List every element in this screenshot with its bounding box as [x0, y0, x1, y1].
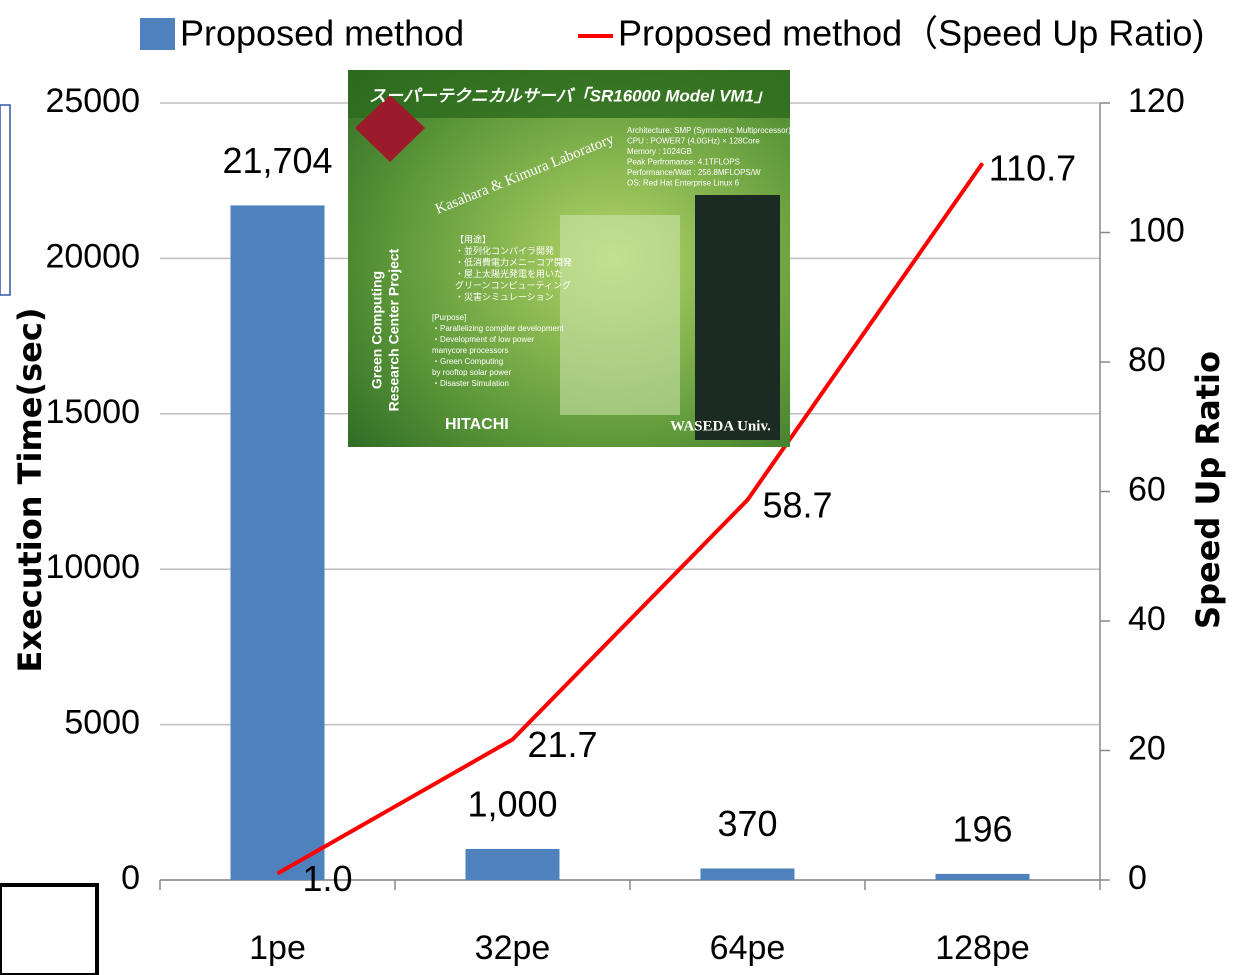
inset-spec: Memory : 1024GB — [627, 147, 692, 156]
inset-spec: Performance/Watt : 256.8MFLOPS/W — [627, 168, 761, 177]
inset-use-ja: ・屋上太陽光発電を用いた — [455, 268, 563, 279]
line — [276, 162, 985, 876]
inset-server — [695, 195, 780, 440]
inset-use-ja: ・並列化コンパイラ開発 — [455, 245, 554, 256]
x-tick-label: 128pe — [935, 929, 1030, 967]
y-tick-label: 15000 — [45, 393, 140, 431]
inset-use-ja: ・低消費電力メニーコア開発 — [455, 256, 572, 267]
value-label: 196 — [952, 808, 1012, 849]
partial-frame — [0, 883, 99, 975]
y2-tick-label: 40 — [1128, 600, 1166, 638]
x-tick-label: 32pe — [475, 929, 551, 967]
y-tick-label: 10000 — [45, 548, 140, 586]
inset-spec: OS: Red Hat Enterprise Linux 6 — [627, 179, 740, 188]
y-tick-label: 5000 — [64, 704, 140, 742]
legend-label: Proposed method（Speed Up Ratio) — [618, 13, 1204, 54]
y2-tick-label: 120 — [1128, 82, 1185, 120]
x-tick-label: 1pe — [249, 929, 306, 967]
inset-spec: CPU : POWER7 (4.0GHz) × 128Core — [627, 137, 760, 146]
y2-tick-label: 100 — [1128, 211, 1185, 249]
y2-tick-label: 0 — [1128, 859, 1147, 897]
y-tick-label: 20000 — [45, 237, 140, 275]
value-label: 58.7 — [762, 484, 832, 525]
value-label: 21,704 — [222, 140, 332, 181]
y2-tick-label: 20 — [1128, 729, 1166, 767]
inset-spec: Architecture: SMP (Symmetric Multiproces… — [627, 126, 791, 135]
partial-figure — [0, 104, 11, 296]
inset-photo: スーパーテクニカルサーバ「SR16000 Model VM1」 Kasahara… — [348, 70, 791, 447]
inset-use-ja: グリーンコンピューティング — [455, 279, 571, 290]
inset-university: WASEDA Univ. — [670, 418, 771, 434]
inset-use-en: ・Green Computing — [432, 357, 503, 366]
value-label: 370 — [717, 803, 777, 844]
inset-project: Research Center Project — [386, 248, 402, 411]
plot-area: 0 5000 10000 15000 20000 25000 0 20 40 60 80 100 120… — [11, 13, 1227, 967]
y2-tick-label: 80 — [1128, 341, 1166, 379]
x-tick-label: 64pe — [710, 929, 786, 967]
inset-use-en: ・Disaster Simulation — [432, 379, 509, 388]
value-label: 1,000 — [467, 783, 557, 824]
value-label: 21.7 — [527, 724, 597, 765]
bar — [465, 848, 560, 880]
inset-use-en: ・Development of low power — [432, 335, 535, 344]
y-axis-title: Execution Time(sec) — [11, 308, 49, 673]
bar — [700, 868, 795, 880]
inset-use-en: by rooftop solar power — [432, 368, 511, 377]
y2-tick-label: 60 — [1128, 470, 1166, 508]
y-tick-label: 25000 — [45, 82, 140, 120]
inset-project: Green Computing — [369, 271, 385, 389]
inset-diagram — [560, 215, 680, 415]
inset-use-en: manycore processors — [432, 346, 508, 355]
inset-use-en: [Purpose] — [432, 313, 466, 322]
inset-use-ja: ・災害シミュレーション — [455, 291, 554, 302]
inset-title: スーパーテクニカルサーバ「SR16000 Model VM1」 — [369, 86, 771, 105]
value-label: 110.7 — [989, 148, 1076, 189]
legend-label: Proposed method — [180, 13, 464, 54]
y-tick-label: 0 — [121, 859, 140, 897]
inset-maker: HITACHI — [445, 416, 509, 433]
inset-banner — [348, 70, 790, 118]
y2-axis-title: Speed Up Ratio — [1189, 351, 1227, 629]
inset-use-en: ・Parallelizing compiler development — [432, 324, 564, 333]
inset-emblem — [355, 95, 425, 162]
bar — [935, 873, 1030, 880]
inset-spec: Peak Perfromance: 4.1TFLOPS — [627, 158, 740, 167]
value-label: 1.0 — [302, 858, 352, 899]
inset-use-ja: 【用途】 — [455, 233, 491, 244]
legend-swatch — [140, 18, 175, 50]
bar — [230, 205, 325, 880]
